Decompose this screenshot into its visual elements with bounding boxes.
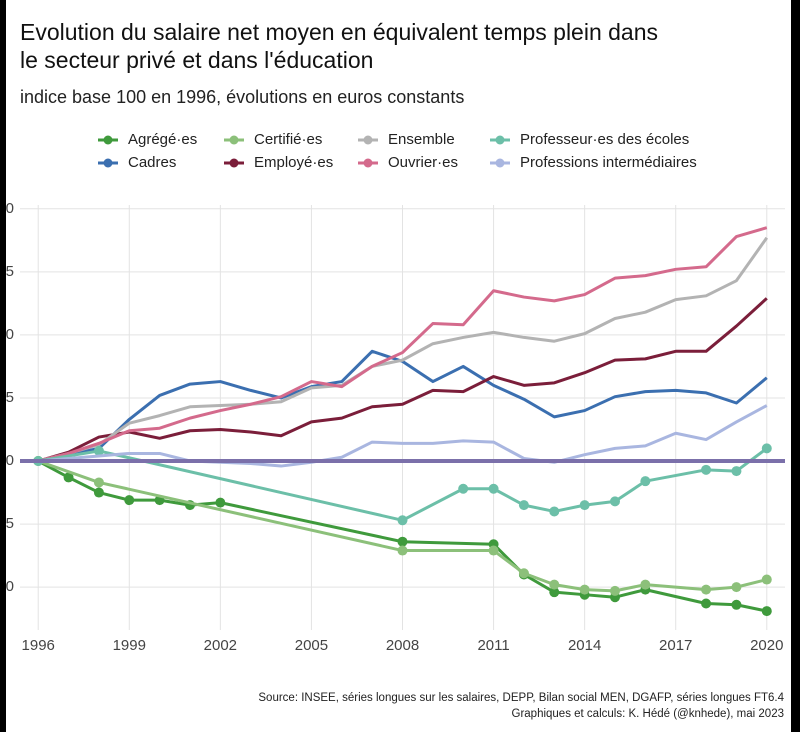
legend-label: Ouvrier·es (388, 154, 458, 171)
series-line (38, 404, 768, 468)
x-tick-label: 1999 (113, 637, 146, 654)
data-point (640, 476, 651, 487)
legend-label: Certifié·es (254, 131, 322, 148)
data-point (397, 545, 408, 556)
legend-key (495, 158, 505, 168)
data-point (761, 606, 772, 617)
legend-label: Employé·es (254, 154, 333, 171)
legend-key (363, 135, 373, 145)
x-tick-label: 2008 (386, 637, 419, 654)
data-point (488, 545, 499, 556)
legend-label: Agrégé·es (128, 131, 197, 148)
data-point (579, 500, 590, 511)
data-point (761, 443, 772, 454)
caption: Graphiques et calculs: K. Hédé (@knhede)… (512, 708, 785, 720)
plot-area: 90 95 100 105 110 115 120 1996 1999 2002 2005 2008 2… (0, 200, 785, 654)
data-point (610, 585, 620, 596)
x-tick-label: 2020 (750, 637, 783, 654)
data-point (93, 477, 104, 488)
data-point (701, 464, 712, 475)
data-point (761, 574, 772, 585)
data-point (549, 587, 560, 598)
series-line (37, 226, 768, 463)
legend-key (103, 158, 113, 168)
data-point (397, 515, 408, 526)
data-point (488, 483, 499, 494)
caption: Source: INSEE, séries longues sur les sa… (258, 692, 784, 704)
data-point (93, 445, 104, 456)
data-point (124, 495, 135, 506)
data-point (549, 506, 560, 517)
data-point (640, 579, 651, 590)
data-point (610, 496, 620, 507)
legend-label: Ensemble (388, 131, 455, 148)
data-point (731, 466, 742, 477)
chart-body: Evolution du salaire net moyen en équiva… (0, 19, 785, 720)
data-point (63, 472, 74, 483)
series-line (37, 459, 768, 593)
data-point (579, 584, 590, 595)
legend-key (495, 135, 505, 145)
y-tick-label: 110 (0, 326, 14, 343)
chart-title: Evolution du salaire net moyen en équiva… (20, 19, 658, 45)
data-point (731, 599, 742, 610)
legend-label: Cadres (128, 154, 176, 171)
x-tick-label: 2002 (204, 637, 237, 654)
y-tick-label: 90 (0, 578, 14, 595)
x-tick-label: 1996 (22, 637, 55, 654)
y-tick-label: 100 (0, 452, 14, 469)
data-point (701, 584, 712, 595)
x-tick-label: 2011 (477, 637, 509, 654)
y-tick-label: 115 (0, 263, 14, 280)
legend-key (103, 135, 113, 145)
series-line (37, 297, 768, 463)
legend-key (363, 158, 373, 168)
data-point (215, 497, 226, 508)
y-tick-label: 120 (0, 200, 14, 217)
data-point (518, 568, 529, 579)
legend-key (229, 158, 239, 168)
chart-title: le secteur privé et dans l'éducation (20, 47, 373, 73)
x-tick-label: 2017 (659, 637, 692, 654)
data-point (518, 500, 529, 511)
data-point (549, 579, 560, 590)
y-tick-label: 95 (0, 515, 14, 532)
data-point (93, 487, 104, 498)
legend-label: Professions intermédiaires (520, 154, 697, 171)
x-tick-label: 2014 (568, 637, 601, 654)
data-point (458, 483, 469, 494)
x-tick-label: 2005 (295, 637, 328, 654)
legend-key (229, 135, 239, 145)
series-line (37, 236, 769, 463)
data-point (397, 536, 408, 547)
data-point (731, 582, 742, 593)
legend-label: Professeur·es des écoles (520, 131, 689, 148)
data-point (701, 598, 712, 609)
y-tick-label: 105 (0, 389, 14, 406)
chart-subtitle: indice base 100 en 1996, évolutions en e… (20, 87, 464, 107)
background (6, 0, 791, 732)
